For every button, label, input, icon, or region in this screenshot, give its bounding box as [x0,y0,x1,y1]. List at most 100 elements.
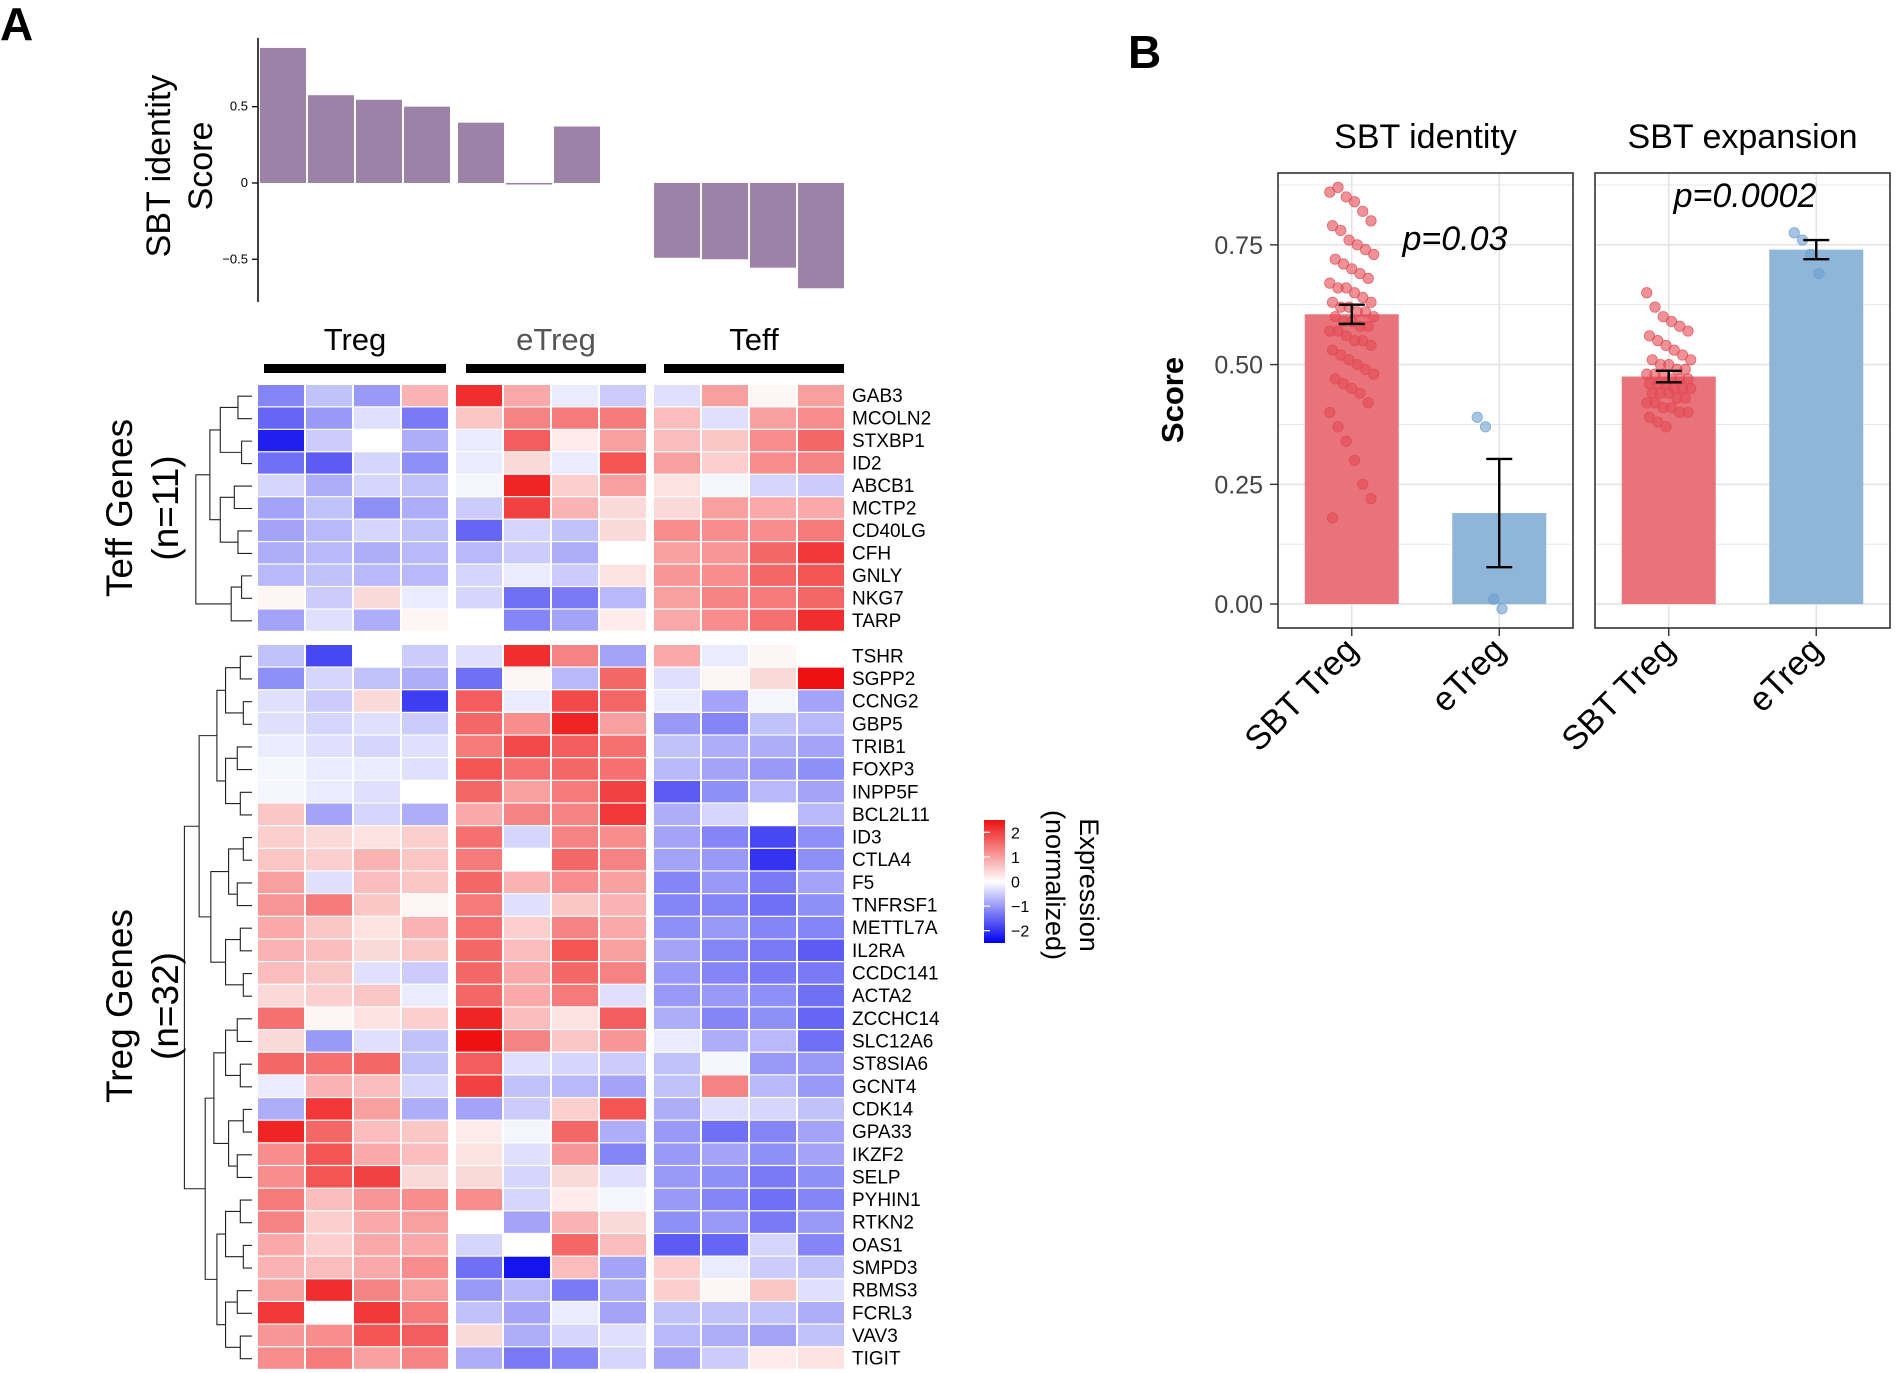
treg-cell [354,1052,400,1075]
treg-cell [456,848,502,871]
group-label: Treg [324,322,387,357]
score-point [1682,406,1694,419]
treg-cell [456,984,502,1007]
score-point [1340,330,1352,342]
treg-cell [402,1030,448,1052]
treg-cell [654,1347,700,1369]
treg-cell [504,667,550,690]
treg-cell [354,1347,400,1369]
treg-cell [456,1120,502,1143]
facet-border [1594,172,1891,629]
treg-cell [354,1030,400,1052]
teff-cell [354,609,400,631]
treg-gene-label: CCDC141 [852,964,939,985]
treg-cell [702,1052,748,1075]
score-point [1343,354,1355,366]
treg-cell [798,712,844,735]
treg-gene-label: TSHR [852,646,904,667]
treg-cell [654,1324,700,1347]
panel-label-a: A [0,0,33,50]
treg-cell [258,1120,304,1143]
treg-cell [504,803,550,826]
treg-gene-label: FOXP3 [852,760,914,781]
treg-cell [702,1188,748,1211]
treg-cell [600,984,646,1007]
teff-cell [552,542,598,564]
treg-cell [258,894,304,916]
treg-gene-label: IL2RA [852,941,905,962]
teff-cell [504,587,550,609]
x-tick-label: SBT Treg [1554,631,1682,759]
treg-cell [306,939,352,961]
group-bar [264,364,446,373]
score-point [1357,205,1369,217]
teff-cell [258,452,304,474]
treg-cell [600,1347,646,1369]
treg-cell [654,1030,700,1052]
teff-cell [258,474,304,497]
treg-cell [750,1256,796,1279]
treg-cell [552,1211,598,1233]
treg-cell [552,735,598,758]
teff-cell [456,519,502,541]
score-point [1335,349,1347,361]
treg-cell [354,1279,400,1301]
score-point [1359,306,1372,318]
teff-gene-label: CFH [852,543,891,564]
treg-cell [654,1098,700,1120]
score-point [1357,335,1369,347]
treg-cell [504,1256,550,1279]
treg-cell [402,871,448,894]
treg-cell [258,758,304,780]
treg-cell [306,803,352,826]
treg-cell [750,1052,796,1075]
teff-cell [354,519,400,541]
treg-cell [552,1347,598,1369]
treg-cell [552,984,598,1007]
treg-cell [702,962,748,984]
teff-cell [750,519,796,541]
treg-cell [456,667,502,690]
teff-cell [504,497,550,519]
treg-cell [702,1098,748,1120]
treg-cell [750,1279,796,1301]
treg-cell [402,1347,448,1369]
score-tick-label: 0.75 [1214,232,1263,260]
treg-cell [600,758,646,780]
treg-cell [504,1302,550,1324]
treg-cell [354,1166,400,1188]
treg-cell [306,1166,352,1188]
treg-cell [504,984,550,1007]
treg-cell [402,667,448,690]
teff-cell [798,497,844,519]
teff-cell [306,519,352,541]
treg-cell [654,916,700,939]
score-point [1646,354,1658,366]
teff-cell [654,587,700,609]
treg-cell [306,667,352,690]
treg-cell [402,1188,448,1211]
teff-cell [600,429,646,452]
teff-cell [798,587,844,609]
score-point [1643,411,1656,423]
treg-cell [600,1234,646,1256]
score-point [1332,421,1344,433]
treg-cell [258,1324,304,1347]
score-point [1682,373,1694,385]
treg-cell [402,1279,448,1301]
treg-cell [750,735,796,758]
teff-cell [600,519,646,541]
score-point [1340,191,1352,203]
teff-cell [654,497,700,519]
treg-cell [456,1143,502,1165]
treg-cell [600,1098,646,1120]
treg-cell [402,690,448,712]
group-label: eTreg [516,322,596,357]
p-value: p=0.0002 [1673,177,1817,215]
treg-cell [702,1075,748,1097]
treg-cell [306,712,352,735]
teff-cell [600,497,646,519]
treg-dendrogram-branch [236,1290,252,1314]
treg-cell [306,1256,352,1279]
score-point [1346,382,1358,395]
